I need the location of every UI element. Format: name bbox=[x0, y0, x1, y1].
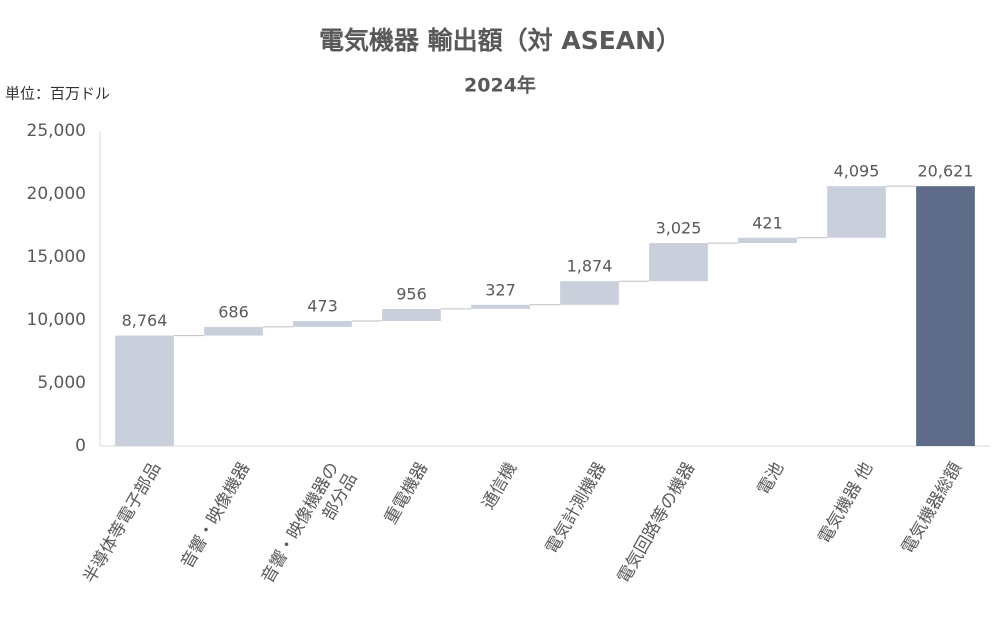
bar bbox=[738, 237, 797, 244]
bar bbox=[115, 335, 174, 446]
x-tick-label: 半導体等電子部品 bbox=[80, 459, 165, 587]
y-tick-label: 10,000 bbox=[27, 310, 86, 330]
bar bbox=[204, 326, 263, 336]
value-label: 4,095 bbox=[834, 162, 880, 181]
chart-title: 電気機器 輸出額（対 ASEAN） bbox=[319, 26, 681, 55]
y-tick-label: 0 bbox=[75, 436, 86, 456]
value-label: 1,874 bbox=[567, 257, 613, 276]
bar bbox=[649, 243, 708, 282]
value-label: 8,764 bbox=[122, 311, 168, 330]
y-tick-label: 15,000 bbox=[27, 247, 86, 267]
value-label: 327 bbox=[485, 280, 516, 299]
x-tick-label: 電気機器総額 bbox=[898, 459, 966, 557]
bar bbox=[382, 308, 441, 321]
x-tick-label: 電気計測機器 bbox=[542, 459, 610, 557]
x-tick-label: 音響・映像機器 bbox=[177, 459, 254, 572]
bar bbox=[471, 304, 530, 309]
y-tick-label: 20,000 bbox=[27, 184, 86, 204]
y-tick-label: 25,000 bbox=[27, 121, 86, 141]
value-label: 421 bbox=[752, 213, 783, 232]
value-label: 473 bbox=[307, 296, 338, 315]
chart-subtitle: 2024年 bbox=[464, 74, 536, 97]
unit-label: 単位：百万ドル bbox=[5, 85, 110, 103]
value-label: 20,621 bbox=[918, 162, 974, 181]
y-tick-label: 5,000 bbox=[37, 373, 86, 393]
value-label: 686 bbox=[218, 302, 249, 321]
x-tick-label: 音響・映像機器の部分品 bbox=[258, 459, 362, 597]
value-label: 956 bbox=[396, 284, 427, 303]
bar bbox=[560, 281, 619, 305]
value-label: 3,025 bbox=[656, 219, 702, 238]
x-tick-label: 電気機器 他 bbox=[815, 459, 878, 547]
x-tick-label: 重電機器 bbox=[381, 459, 432, 528]
x-tick-label: 電気回路等の機器 bbox=[614, 459, 699, 587]
bar bbox=[827, 186, 886, 238]
bar bbox=[916, 186, 975, 446]
x-tick-label: 電池 bbox=[754, 459, 788, 498]
x-tick-label: 通信機 bbox=[478, 459, 521, 513]
bar bbox=[293, 320, 352, 327]
